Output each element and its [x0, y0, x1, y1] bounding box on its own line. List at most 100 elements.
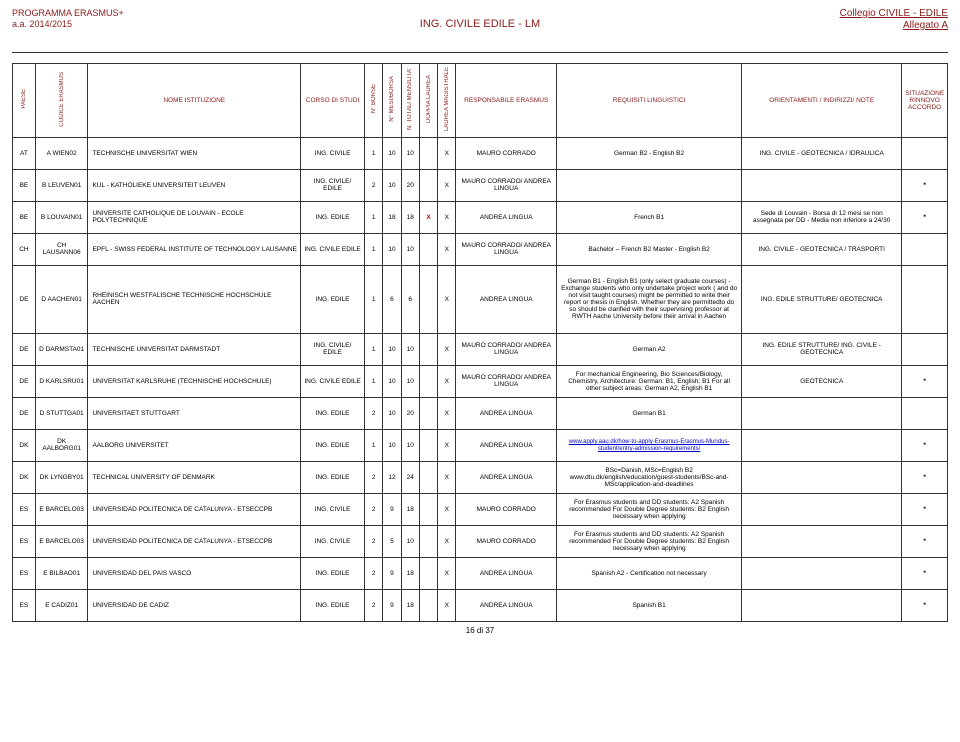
header-right: Collegio CIVILE - EDILE Allegato A: [840, 8, 948, 32]
table-cell: 1: [365, 429, 383, 461]
table-cell: 10: [401, 233, 419, 265]
table-cell: 12: [383, 461, 401, 493]
table-cell: CH LAUSANN06: [35, 233, 88, 265]
table-cell: German B2 - English B2: [557, 137, 742, 169]
table-cell: *: [902, 169, 948, 201]
table-cell: [557, 169, 742, 201]
table-cell: 2: [365, 493, 383, 525]
table-cell: [742, 525, 902, 557]
table-cell: ANDREA LINGUA: [456, 461, 557, 493]
table-cell: ING. CIVILE EDILE: [301, 233, 365, 265]
table-cell: UNIVERSIDAD DEL PAIS VASCO: [88, 557, 301, 589]
table-cell: German B1: [557, 397, 742, 429]
table-cell: 10: [383, 365, 401, 397]
table-cell: MAURO CORRADO: [456, 493, 557, 525]
table-cell: 18: [401, 493, 419, 525]
table-cell: For Erasmus students and DD students: A2…: [557, 493, 742, 525]
table-row: DED STUTTGA01UNIVERSITAET STUTTGARTING. …: [13, 397, 948, 429]
table-cell: [419, 365, 437, 397]
table-cell: [902, 333, 948, 365]
table-cell: B LEUVEN01: [35, 169, 88, 201]
table-cell: French B1: [557, 201, 742, 233]
table-cell: 9: [383, 589, 401, 621]
table-row: BEB LOUVAIN01UNIVERSITE CATHOLIQUE DE LO…: [13, 201, 948, 233]
table-cell: X: [438, 397, 456, 429]
table-cell: *: [902, 589, 948, 621]
table-cell: X: [438, 461, 456, 493]
table-cell: Bachelor – French B2 Master - English B2: [557, 233, 742, 265]
table-cell: 1: [365, 333, 383, 365]
table-cell: 1: [365, 265, 383, 333]
col-sit: SITUAZIONE RINNOVO ACCORDO: [902, 63, 948, 137]
table-cell: 18: [401, 589, 419, 621]
table-cell: ING. CIVILE: [301, 493, 365, 525]
table-row: ESE BARCELO03UNIVERSIDAD POLITECNICA DE …: [13, 493, 948, 525]
table-cell: AT: [13, 137, 36, 169]
table-cell: UNIVERSITAET STUTTGART: [88, 397, 301, 429]
table-cell: [419, 557, 437, 589]
table-cell: German A2: [557, 333, 742, 365]
table-cell: RHEINISCH WESTFALISCHE TECHNISCHE HOCHSC…: [88, 265, 301, 333]
table-cell: 1: [365, 365, 383, 397]
table-cell: DK: [13, 429, 36, 461]
table-cell: 2: [365, 525, 383, 557]
table-cell: DE: [13, 333, 36, 365]
table-cell: [902, 137, 948, 169]
table-cell: ING. CIVILE/ EDILE: [301, 169, 365, 201]
table-row: DED AACHEN01RHEINISCH WESTFALISCHE TECHN…: [13, 265, 948, 333]
table-cell: X: [438, 233, 456, 265]
table-cell: ES: [13, 493, 36, 525]
table-cell: KUL - KATHOLIEKE UNIVERSITEIT LEUVEN: [88, 169, 301, 201]
table-cell: 1: [365, 137, 383, 169]
table-cell: DK LYNGBY01: [35, 461, 88, 493]
table-cell: [419, 461, 437, 493]
table-cell: X: [438, 201, 456, 233]
table-cell: [419, 589, 437, 621]
table-cell: ANDREA LINGUA: [456, 557, 557, 589]
table-cell: [742, 557, 902, 589]
table-cell: ES: [13, 589, 36, 621]
table-cell: D KARLSRU01: [35, 365, 88, 397]
table-cell: 18: [383, 201, 401, 233]
col-orient: ORIENTAMENTI / INDIRIZZI/ NOTE: [742, 63, 902, 137]
table-row: ESE CADIZ01UNIVERSIDAD DE CADIZING. EDIL…: [13, 589, 948, 621]
table-row: DKDK AALBORG01AALBORG UNIVERSITETING. ED…: [13, 429, 948, 461]
table-cell: 2: [365, 589, 383, 621]
table-row: ESE BARCELO03UNIVERSIDAD POLITECNICA DE …: [13, 525, 948, 557]
table-head: PAESE CODICE ERASMUS NOME ISTITUZIONE CO…: [13, 63, 948, 137]
table-cell: 18: [401, 201, 419, 233]
table-cell: MAURO CORRADO/ ANDREA LINGUA: [456, 169, 557, 201]
table-cell: ING. EDILE STRUTTURE/ ING. CIVILE - GEOT…: [742, 333, 902, 365]
table-cell: 10: [401, 429, 419, 461]
table-cell: 10: [401, 525, 419, 557]
col-codice: CODICE ERASMUS: [35, 63, 88, 137]
table-cell: D DARMSTA01: [35, 333, 88, 365]
table-cell: DE: [13, 265, 36, 333]
table-cell: TECHNISCHE UNIVERSITAT WIEN: [88, 137, 301, 169]
erasmus-table: PAESE CODICE ERASMUS NOME ISTITUZIONE CO…: [12, 63, 948, 622]
table-cell: 10: [383, 137, 401, 169]
table-cell: 10: [383, 169, 401, 201]
requirement-link[interactable]: www.apply.aau.dk/how-to-apply-Erasmus-Er…: [569, 439, 730, 452]
table-cell: 2: [365, 557, 383, 589]
table-cell: MAURO CORRADO/ ANDREA LINGUA: [456, 365, 557, 397]
table-cell: 2: [365, 169, 383, 201]
table-row: ESE BILBAO01UNIVERSIDAD DEL PAIS VASCOIN…: [13, 557, 948, 589]
table-cell: [902, 233, 948, 265]
table-cell: E CADIZ01: [35, 589, 88, 621]
table-cell: X: [438, 493, 456, 525]
table-cell: ING. CIVILE: [301, 137, 365, 169]
table-cell: *: [902, 525, 948, 557]
table-cell: For mechanical Engineering, Bio Sciences…: [557, 365, 742, 397]
table-cell: E BILBAO01: [35, 557, 88, 589]
table-cell: 20: [401, 169, 419, 201]
table-cell: 24: [401, 461, 419, 493]
table-cell: 6: [401, 265, 419, 333]
table-cell: ANDREA LINGUA: [456, 429, 557, 461]
table-cell: X: [438, 429, 456, 461]
table-cell: X: [438, 169, 456, 201]
table-cell: ANDREA LINGUA: [456, 201, 557, 233]
table-cell: *: [902, 365, 948, 397]
table-cell: [742, 461, 902, 493]
table-cell: 2: [365, 461, 383, 493]
